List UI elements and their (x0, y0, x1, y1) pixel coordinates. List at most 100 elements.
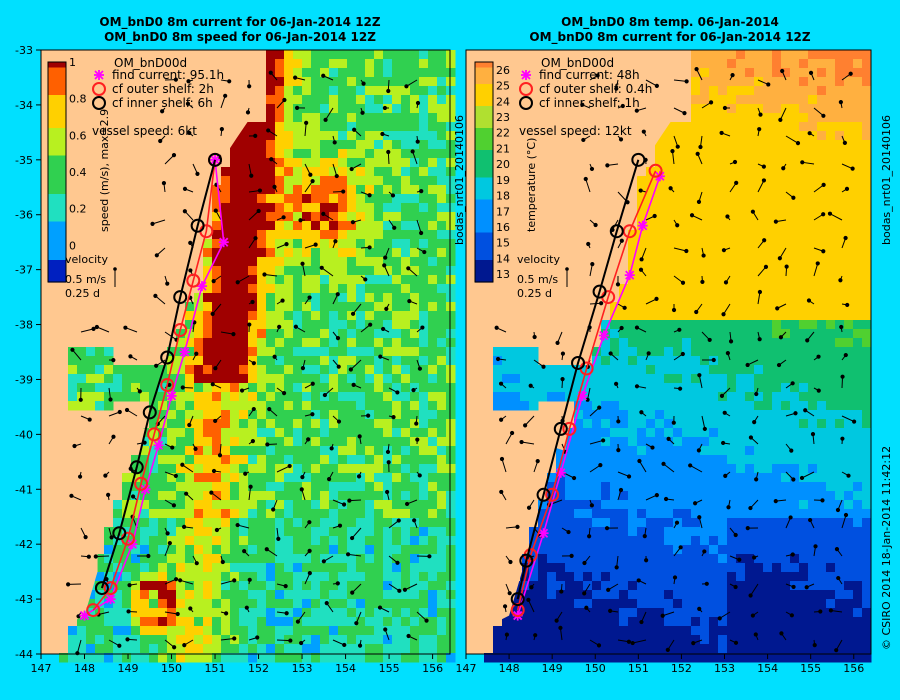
ocean-cell (853, 194, 863, 204)
ocean-cell (410, 50, 420, 60)
ocean-cell (131, 608, 141, 618)
ocean-cell (104, 527, 114, 537)
ocean-cell (419, 509, 429, 519)
ocean-cell (583, 491, 593, 501)
ocean-cell (329, 446, 339, 456)
ocean-cell (221, 365, 231, 375)
ocean-cell (835, 329, 845, 339)
ocean-cell (158, 599, 168, 609)
arrow-head (332, 140, 337, 145)
ocean-cell (790, 383, 800, 393)
ocean-cell (113, 581, 123, 591)
ocean-cell (817, 185, 827, 195)
ocean-cell (808, 491, 818, 501)
ocean-cell (140, 365, 150, 375)
ocean-cell (275, 383, 285, 393)
ocean-cell (257, 590, 267, 600)
ocean-cell (329, 653, 339, 663)
ocean-cell (853, 464, 863, 474)
arrow-head (188, 240, 193, 245)
ocean-cell (799, 77, 809, 87)
ocean-cell (745, 239, 755, 249)
ocean-cell (808, 266, 818, 276)
ocean-cell (835, 104, 845, 114)
ocean-cell (583, 464, 593, 474)
ocean-cell (826, 626, 836, 636)
ocean-cell (844, 536, 854, 546)
colorbar-cell (48, 216, 66, 223)
ocean-cell (230, 419, 240, 429)
ocean-cell (628, 527, 638, 537)
ocean-cell (637, 626, 647, 636)
panel-speed: 147 148 149 150 151 152 153 154 155 156-33-34-35-… (15, 44, 456, 675)
ocean-cell (248, 347, 258, 357)
ocean-cell (574, 410, 584, 420)
ocean-cell (176, 437, 186, 447)
ocean-cell (592, 455, 602, 465)
ocean-cell (374, 221, 384, 231)
ocean-cell (311, 329, 321, 339)
ocean-cell (862, 266, 872, 276)
ocean-cell (257, 194, 267, 204)
ocean-cell (347, 527, 357, 537)
ocean-cell (511, 617, 521, 627)
ocean-cell (320, 581, 330, 591)
ocean-cell (700, 104, 710, 114)
ocean-cell (392, 428, 402, 438)
ocean-cell (844, 284, 854, 294)
ocean-cell (140, 572, 150, 582)
ocean-cell (754, 617, 764, 627)
ocean-cell (862, 176, 872, 186)
ocean-cell (212, 437, 222, 447)
ocean-cell (437, 95, 447, 105)
arrow-head (337, 523, 343, 528)
ocean-cell (736, 293, 746, 303)
ocean-cell (275, 500, 285, 510)
ocean-cell (266, 104, 276, 114)
ocean-cell (203, 392, 213, 402)
ocean-cell (230, 644, 240, 654)
ocean-cell (113, 626, 123, 636)
ocean-cell (592, 401, 602, 411)
ocean-cell (799, 590, 809, 600)
ocean-cell (266, 284, 276, 294)
ocean-cell (538, 365, 548, 375)
ocean-cell (511, 635, 521, 645)
ocean-cell (709, 635, 719, 645)
ocean-cell (655, 518, 665, 528)
ocean-cell (329, 428, 339, 438)
ocean-cell (664, 149, 674, 159)
ocean-cell (646, 329, 656, 339)
ocean-cell (446, 653, 456, 663)
ocean-cell (329, 383, 339, 393)
ocean-cell (646, 536, 656, 546)
colorbar-cell (48, 95, 66, 102)
ocean-cell (772, 383, 782, 393)
ocean-cell (781, 284, 791, 294)
ocean-cell (122, 473, 132, 483)
ocean-cell (727, 536, 737, 546)
ocean-cell (709, 473, 719, 483)
ocean-cell (763, 527, 773, 537)
ocean-cell (392, 122, 402, 132)
ocean-cell (428, 122, 438, 132)
ocean-cell (556, 635, 566, 645)
ocean-cell (745, 320, 755, 330)
ocean-cell (212, 599, 222, 609)
ocean-cell (383, 104, 393, 114)
ocean-cell (392, 149, 402, 159)
ocean-cell (628, 491, 638, 501)
ocean-cell (140, 536, 150, 546)
ocean-cell (185, 644, 195, 654)
ocean-cell (772, 140, 782, 150)
ocean-cell (239, 653, 249, 663)
ocean-cell (419, 95, 429, 105)
ocean-cell (239, 509, 249, 519)
ocean-cell (365, 293, 375, 303)
ocean-cell (176, 356, 186, 366)
ocean-cell (853, 347, 863, 357)
ocean-cell (419, 284, 429, 294)
ocean-cell (230, 482, 240, 492)
ocean-cell (149, 635, 159, 645)
ocean-cell (646, 275, 656, 285)
